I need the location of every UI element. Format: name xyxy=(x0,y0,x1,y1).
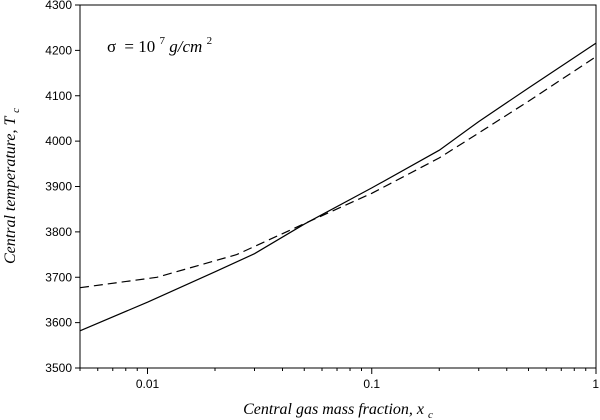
y-tick-label: 3500 xyxy=(45,361,72,375)
y-tick-label: 3600 xyxy=(45,316,72,330)
x-tick-label: 0.01 xyxy=(136,377,160,391)
annotation-exponent: 7 xyxy=(160,35,166,47)
y-tick-label: 3800 xyxy=(45,225,72,239)
series-line-solid xyxy=(79,42,597,332)
annotation-unit-exponent: 2 xyxy=(207,35,213,47)
y-tick-label: 3700 xyxy=(45,270,72,284)
x-tick-label: 0.1 xyxy=(363,377,380,391)
y-axis: 3500 3600 3700 3800 3900 4000 4100 4200 4300 xyxy=(45,0,80,375)
x-tick-label: 1 xyxy=(592,377,599,391)
y-axis-label-sub: c xyxy=(10,108,22,113)
x-axis-label: Central gas mass fraction, x c xyxy=(243,401,433,420)
sigma-annotation: σ = 10 7 g/cm 2 xyxy=(107,29,212,56)
y-tick-label: 3900 xyxy=(45,180,72,194)
annotation-eq: = 10 xyxy=(124,37,155,56)
y-tick-label: 4300 xyxy=(45,0,72,12)
y-tick-label: 4100 xyxy=(45,89,72,103)
x-axis-label-main: Central gas mass fraction, x xyxy=(243,401,424,418)
y-tick-label: 4200 xyxy=(45,43,72,57)
series-layer xyxy=(79,42,597,332)
y-axis-label-main: Central temperature, T xyxy=(2,116,19,265)
x-axis-label-sub: c xyxy=(428,409,433,420)
annotation-unit: g/cm xyxy=(169,37,202,56)
y-tick-label: 4000 xyxy=(45,134,72,148)
series-line-dashed xyxy=(79,56,597,289)
x-axis: 0.01 0.1 1 xyxy=(79,368,599,391)
y-axis-label: Central temperature, T c xyxy=(2,108,22,264)
plot-area-frame xyxy=(79,4,597,369)
annotation-sigma: σ xyxy=(107,37,116,56)
